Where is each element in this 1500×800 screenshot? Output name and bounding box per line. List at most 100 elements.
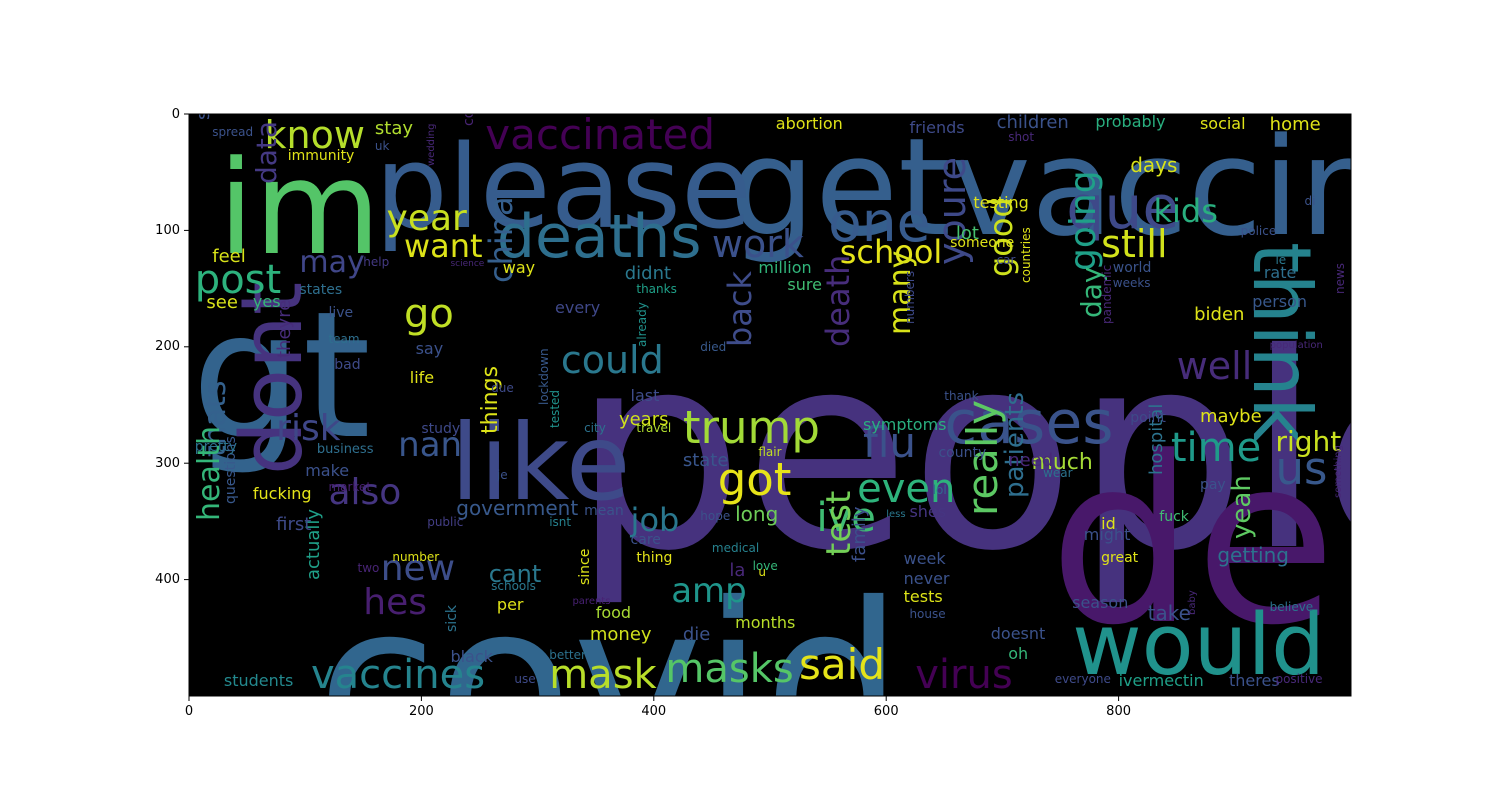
word-go: go (403, 291, 454, 338)
word-care: care (630, 532, 661, 549)
word-time: time (1170, 425, 1262, 472)
word-pay: pay (1199, 477, 1226, 494)
word-science: science (450, 258, 485, 269)
word-flair: flair (758, 444, 782, 459)
word-use: use (514, 671, 536, 686)
word-numbers: numbers (902, 270, 917, 324)
wordcloud-plot-area: peoplecoviddegetvaccinepleaseimgtlikewou… (189, 114, 1351, 696)
word-got: got (717, 453, 792, 507)
word-said: said (799, 639, 885, 689)
word-patients: patients (1000, 392, 1031, 499)
word-thanks: thanks (636, 281, 677, 296)
word-business: business (316, 442, 374, 458)
word-shot: shot (1008, 130, 1035, 145)
y-tick-label-400: 400 (155, 572, 180, 588)
word-trump: trump (682, 401, 820, 454)
word-die: die (682, 624, 711, 646)
x-tick-label-400: 400 (641, 704, 667, 719)
word-didnt: didnt (624, 263, 672, 285)
word-car: car (996, 252, 1016, 267)
word-shes: shes (909, 501, 947, 521)
word-home: home (1269, 114, 1321, 136)
word-months: months (735, 612, 796, 632)
word-public: public (427, 514, 464, 529)
word-believe: believe (1269, 599, 1314, 614)
word-season: season (1072, 592, 1129, 612)
y-tick-label-200: 200 (155, 339, 180, 355)
word-death: death (819, 254, 858, 347)
word-market: market (328, 479, 372, 494)
word-work: work (711, 221, 804, 266)
word-feel: feel (212, 245, 246, 267)
word-mean: mean (584, 502, 624, 519)
word-risk: risk (276, 407, 341, 449)
word-hes: hes (363, 582, 428, 624)
word-life: life (409, 368, 435, 388)
word-want: want (403, 227, 483, 266)
word-fucking: fucking (252, 484, 312, 504)
x-tick-label-600: 600 (873, 704, 899, 719)
word-still: still (1101, 221, 1168, 266)
word-maybe: maybe (1199, 406, 1262, 428)
word-spread: spread (212, 124, 254, 139)
word-support: support (193, 114, 214, 120)
word-something: something (1332, 445, 1344, 499)
word-bad: bad (334, 357, 361, 374)
word-say: say (415, 338, 444, 358)
word-first: first (276, 513, 312, 535)
word-sure: sure (787, 274, 822, 294)
word-pretty: pretty (194, 438, 238, 455)
word-vaccinated: vaccinated (485, 114, 716, 159)
word-well: well (1176, 343, 1253, 388)
word-never: never (903, 569, 950, 589)
x-tick-label-200: 200 (408, 704, 434, 719)
word-back: back (720, 270, 759, 347)
word-uk: uk (374, 138, 390, 153)
word-baby: baby (1187, 589, 1199, 615)
word-money: money (589, 624, 652, 646)
word-may: may (299, 244, 365, 280)
word-je: je (496, 468, 508, 483)
word-fuck: fuck (1159, 508, 1189, 525)
word-pandemic: pandemic (1100, 264, 1115, 324)
word-students: students (223, 670, 294, 690)
word-help: help (363, 255, 390, 269)
word-data: data (249, 120, 283, 184)
word-virus: virus (915, 652, 1013, 696)
word-stay: stay (374, 117, 414, 139)
word-days: days (1130, 152, 1178, 177)
word-oh: oh (1008, 643, 1029, 663)
word-last: last (630, 385, 660, 405)
word-parents: parents (572, 596, 611, 608)
word-medical: medical (711, 541, 760, 556)
word-u: u (758, 564, 766, 579)
word-see: see (206, 292, 238, 314)
word-theres: theres (1228, 670, 1280, 690)
word-per: per (496, 595, 524, 615)
word-getting: getting (1217, 542, 1289, 567)
word-great: great (1101, 549, 1139, 566)
word-children: children (996, 114, 1069, 133)
word-travel: travel (636, 421, 672, 436)
word-right: right (1275, 425, 1342, 459)
y-tick-label-100: 100 (155, 222, 180, 238)
x-tick-label-800: 800 (1106, 704, 1131, 719)
word-study: study (421, 421, 461, 438)
word-symptoms: symptoms (862, 414, 947, 434)
word-sick: sick (443, 604, 460, 632)
word-ivermectin: ivermectin (1118, 670, 1204, 690)
word-since: since (577, 549, 594, 586)
word-tested: tested (548, 390, 563, 429)
word-friends: friends (909, 117, 965, 137)
word-countries: countries (1018, 227, 1033, 283)
word-due: due (491, 380, 514, 395)
x-ticks (188, 696, 1120, 701)
word-week: week (903, 548, 946, 568)
word-social: social (1199, 114, 1246, 134)
word-city: city (584, 421, 606, 436)
y-tick-label-0: 0 (171, 106, 180, 122)
word-going: going (1063, 170, 1105, 272)
word-family: family (849, 506, 871, 563)
word-kids: kids (1153, 192, 1218, 231)
